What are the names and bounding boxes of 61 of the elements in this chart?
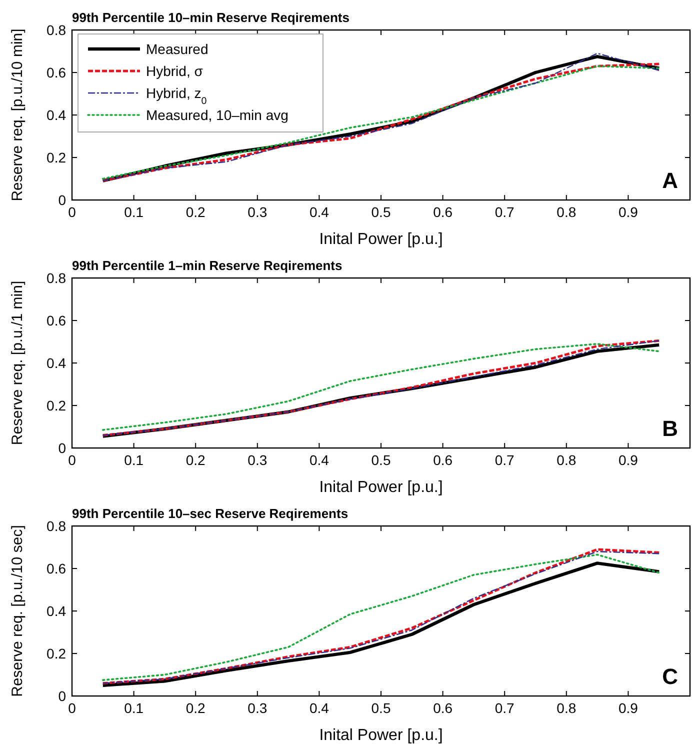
annotation: C xyxy=(662,664,678,689)
x-tick-label: 0.1 xyxy=(124,452,144,468)
x-tick-label: 0.5 xyxy=(371,700,391,716)
x-tick-label: 0.4 xyxy=(309,700,330,716)
x-tick-label: 0.7 xyxy=(494,452,515,468)
y-axis-title: Reserve req. [p.u./10 min] xyxy=(9,28,26,202)
x-tick-label: 0.9 xyxy=(618,700,638,716)
x-axis-title: Inital Power [p.u.] xyxy=(319,479,443,496)
y-tick-label: 0.4 xyxy=(46,603,66,619)
y-tick-label: 0.2 xyxy=(46,646,66,662)
legend-label: Measured, 10–min avg xyxy=(146,107,288,123)
y-tick-label: 0 xyxy=(58,688,66,704)
x-tick-label: 0.9 xyxy=(618,204,638,220)
x-tick-label: 0.8 xyxy=(556,700,576,716)
x-tick-label: 0 xyxy=(68,204,76,220)
x-tick-label: 0.1 xyxy=(124,700,144,716)
x-tick-label: 0.7 xyxy=(494,204,515,220)
annotation: A xyxy=(662,168,678,193)
x-tick-label: 0.4 xyxy=(309,204,330,220)
x-tick-label: 0.6 xyxy=(433,700,453,716)
y-axis-title: Reserve req. [p.u./10 sec] xyxy=(9,525,26,697)
x-tick-label: 0.5 xyxy=(371,204,391,220)
legend-label: Measured xyxy=(146,41,208,57)
y-tick-label: 0.4 xyxy=(46,355,66,371)
x-tick-label: 0.2 xyxy=(186,700,206,716)
x-tick-label: 0.6 xyxy=(433,204,453,220)
y-tick-label: 0.2 xyxy=(46,150,66,166)
x-tick-label: 0.4 xyxy=(309,452,330,468)
x-tick-label: 0.9 xyxy=(618,452,638,468)
x-tick-label: 0.7 xyxy=(494,700,515,716)
x-tick-label: 0.3 xyxy=(248,700,268,716)
chart-title: 99th Percentile 10–sec Reserve Reqirements xyxy=(72,506,348,521)
x-tick-label: 0 xyxy=(68,700,76,716)
x-tick-label: 0.5 xyxy=(371,452,391,468)
x-axis-title: Inital Power [p.u.] xyxy=(319,727,443,744)
x-tick-label: 0.2 xyxy=(186,204,206,220)
x-tick-label: 0.8 xyxy=(556,204,576,220)
y-tick-label: 0.6 xyxy=(46,560,66,576)
x-tick-label: 0 xyxy=(68,452,76,468)
y-tick-label: 0.8 xyxy=(46,518,66,534)
y-tick-label: 0 xyxy=(58,440,66,456)
y-axis-title: Reserve req. [p.u./1 min] xyxy=(9,280,26,446)
x-tick-label: 0.1 xyxy=(124,204,144,220)
x-tick-label: 0.3 xyxy=(248,452,268,468)
y-tick-label: 0.8 xyxy=(46,22,66,38)
x-tick-label: 0.6 xyxy=(433,452,453,468)
legend-label: Hybrid, z$_{0}$ xyxy=(146,85,208,106)
y-tick-label: 0.8 xyxy=(46,270,66,286)
legend-label: Hybrid, σ xyxy=(146,63,204,79)
y-tick-label: 0.2 xyxy=(46,398,66,414)
x-tick-label: 0.8 xyxy=(556,452,576,468)
chart-title: 99th Percentile 10–min Reserve Reqirements xyxy=(72,10,350,25)
annotation: B xyxy=(662,416,678,441)
x-tick-label: 0.3 xyxy=(248,204,268,220)
y-tick-label: 0.6 xyxy=(46,64,66,80)
y-tick-label: 0.6 xyxy=(46,312,66,328)
y-tick-label: 0.4 xyxy=(46,107,66,123)
x-tick-label: 0.2 xyxy=(186,452,206,468)
x-axis-title: Inital Power [p.u.] xyxy=(319,231,443,248)
chart-title: 99th Percentile 1–min Reserve Reqirements xyxy=(72,258,342,273)
y-tick-label: 0 xyxy=(58,192,66,208)
